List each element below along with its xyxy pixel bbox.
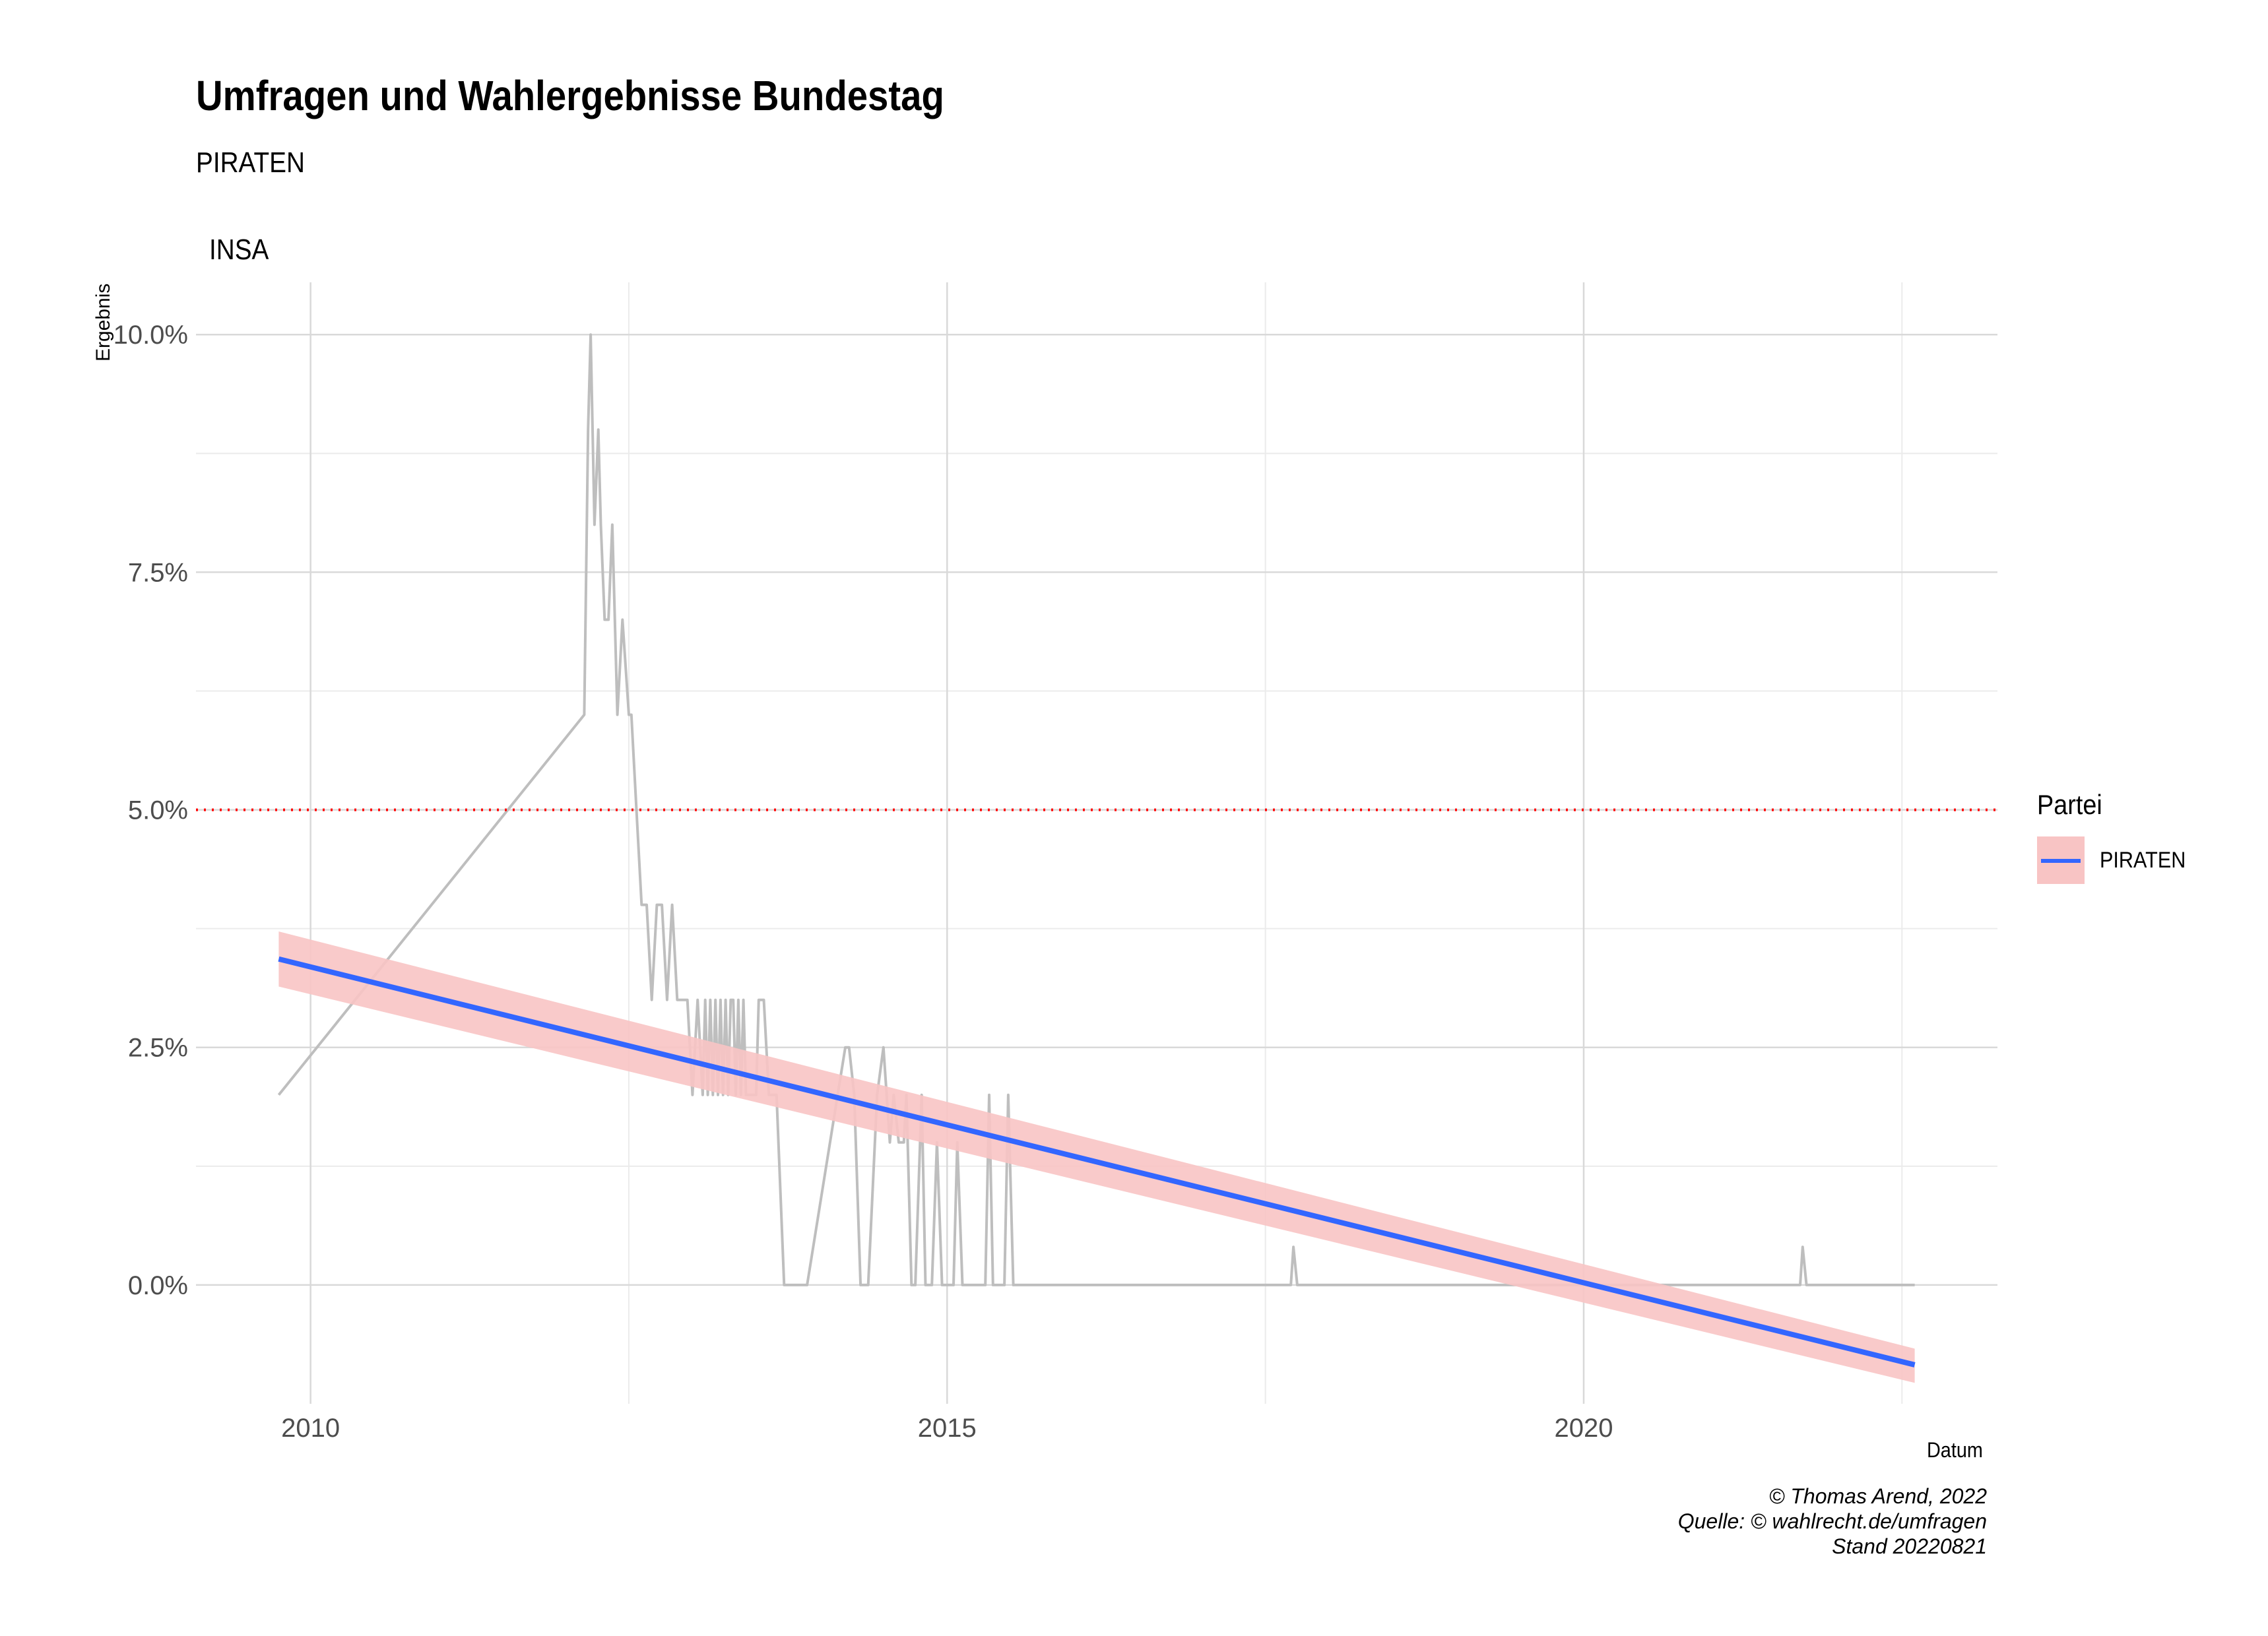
y-tick-label: 0.0% (128, 1271, 188, 1300)
trend-line (278, 956, 1916, 1368)
caption-source: Quelle: © wahlrecht.de/umfragen (1677, 1509, 1987, 1533)
facet-label: INSA (209, 234, 269, 266)
y-tick-label: 2.5% (128, 1034, 188, 1063)
caption-copyright: © Thomas Arend, 2022 (1768, 1484, 1987, 1508)
x-tick-label: 2020 (1554, 1414, 1613, 1443)
x-tick-label: 2015 (918, 1414, 977, 1443)
chart-title: Umfragen und Wahlergebnisse Bundestag (196, 72, 944, 119)
y-tick-label: 5.0% (128, 796, 188, 825)
legend-title: Partei (2037, 789, 2102, 820)
y-tick-label: 7.5% (128, 558, 188, 587)
x-axis-label: Datum (1927, 1438, 1983, 1462)
trend-confidence-band (278, 931, 1915, 1383)
legend-key-piraten (2037, 836, 2085, 884)
chart-subtitle: PIRATEN (196, 146, 305, 179)
y-tick-label: 10.0% (113, 321, 188, 350)
x-tick-label: 2010 (281, 1414, 340, 1443)
legend-label-piraten: PIRATEN (2100, 848, 2186, 873)
caption-date: Stand 20220821 (1832, 1534, 1987, 1558)
